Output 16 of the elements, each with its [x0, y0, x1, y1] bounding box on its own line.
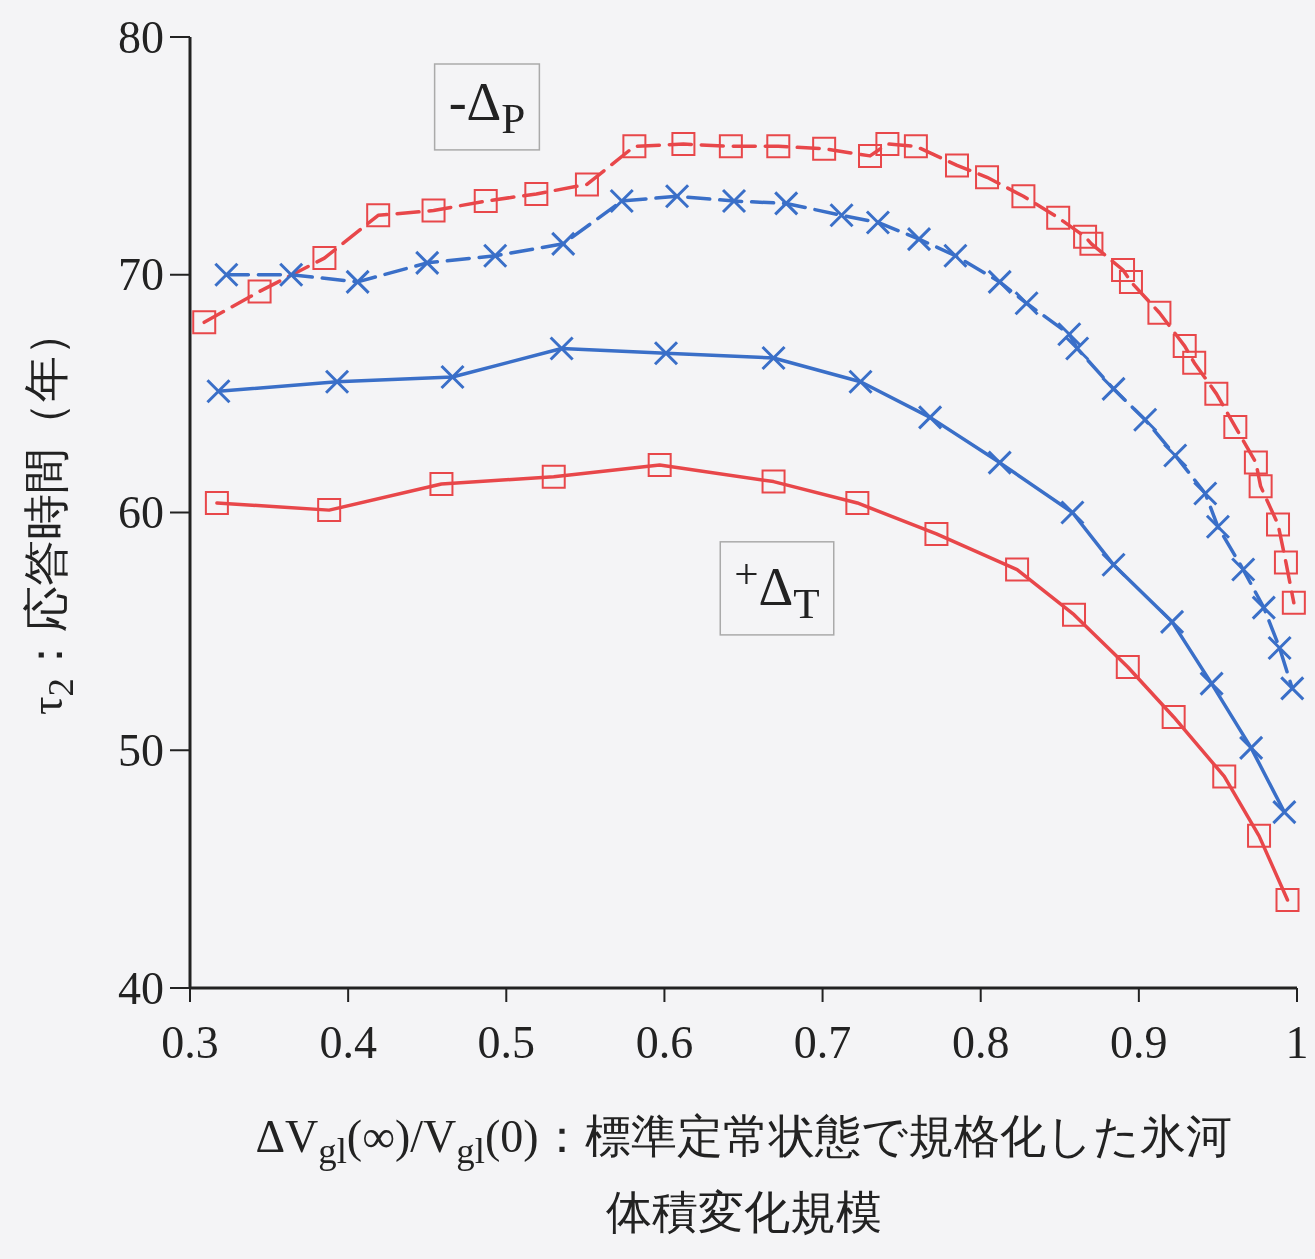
annotation: $^{+}$Δ$_{T}$	[734, 549, 820, 627]
x-tick-label: 0.6	[635, 1017, 694, 1068]
annotation: -Δ$_{P}$	[448, 72, 526, 142]
x-tick-label: 0.9	[1110, 1017, 1168, 1068]
y-tick-label: 40	[118, 962, 164, 1014]
y-tick-label: 80	[118, 11, 164, 63]
x-tick-label: 1	[1285, 1017, 1309, 1068]
x-tick-label: 0.8	[951, 1017, 1010, 1068]
y-tick-label: 60	[118, 487, 164, 538]
x-tick-label: 0.5	[477, 1017, 536, 1068]
y-tick-label: 70	[118, 249, 164, 301]
y-tick-label: 50	[118, 724, 164, 776]
x-tick-label: 0.4	[319, 1017, 377, 1068]
x-tick-label: 0.7	[793, 1017, 852, 1068]
x-axis-title: ΔV$_{gl}$(∞)/V$_{gl}$(0)：標準定常状態で規格化した氷河体積変化規模	[255, 1111, 1232, 1238]
x-tick-label: 0.3	[161, 1017, 219, 1068]
